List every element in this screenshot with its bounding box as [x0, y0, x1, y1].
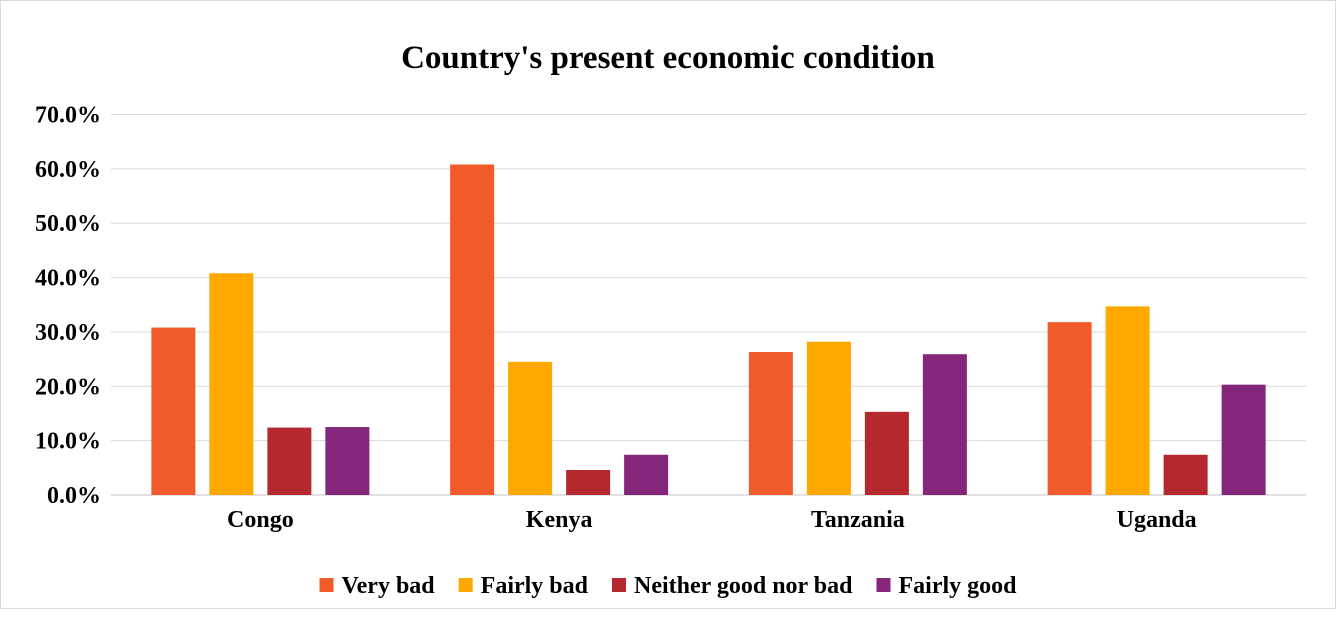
x-axis: Congo Kenya Tanzania Uganda: [227, 507, 1197, 533]
x-tick-label: Kenya: [526, 507, 593, 533]
bar-kenya-fairly-bad: [508, 361, 553, 495]
legend-swatch: [319, 578, 334, 592]
bar-kenya-fairly-good: [624, 454, 669, 495]
legend-label: Fairly bad: [481, 573, 589, 599]
legend-label: Fairly good: [898, 573, 1017, 599]
bar-tanzania-very-bad: [748, 352, 793, 495]
bar-tanzania-neither-good-nor-bad: [864, 411, 909, 495]
legend-item-neither-good-nor-bad: Neither good nor bad: [612, 573, 853, 599]
y-axis: 0.0% 10.0% 20.0% 30.0% 40.0% 50.0% 60.0% 70.0%: [35, 103, 101, 510]
y-tick-label: 30.0%: [35, 320, 101, 346]
legend: Very bad Fairly bad Neither good nor bad Fa…: [319, 573, 1017, 599]
bars: [151, 164, 1266, 495]
y-tick-label: 0.0%: [47, 483, 101, 509]
y-tick-label: 40.0%: [35, 266, 101, 292]
y-tick-label: 70.0%: [35, 103, 101, 129]
chart-title: Country's present economic condition: [401, 40, 935, 76]
y-tick-label: 10.0%: [35, 429, 101, 455]
y-tick-label: 60.0%: [35, 157, 101, 183]
bar-congo-fairly-good: [325, 427, 370, 495]
legend-label: Neither good nor bad: [634, 573, 853, 599]
bar-kenya-neither-good-nor-bad: [566, 469, 611, 495]
bar-uganda-fairly-bad: [1105, 306, 1150, 495]
legend-item-fairly-bad: Fairly bad: [458, 573, 589, 599]
x-tick-label: Congo: [227, 507, 294, 533]
bar-congo-fairly-bad: [209, 273, 254, 495]
bar-congo-very-bad: [151, 327, 196, 495]
y-tick-label: 50.0%: [35, 211, 101, 237]
bar-tanzania-fairly-good: [922, 354, 967, 495]
bar-uganda-neither-good-nor-bad: [1163, 454, 1208, 495]
bar-uganda-very-bad: [1047, 322, 1092, 495]
legend-swatch: [612, 578, 626, 592]
bar-uganda-fairly-good: [1221, 384, 1266, 495]
x-tick-label: Uganda: [1117, 507, 1197, 533]
legend-item-fairly-good: Fairly good: [876, 573, 1017, 599]
y-tick-label: 20.0%: [35, 374, 101, 400]
legend-item-very-bad: Very bad: [319, 573, 436, 599]
x-tick-label: Tanzania: [811, 507, 905, 533]
bar-tanzania-fairly-bad: [806, 341, 851, 495]
legend-swatch: [876, 578, 891, 592]
legend-label: Very bad: [342, 573, 436, 599]
bar-kenya-very-bad: [450, 164, 495, 495]
bar-congo-neither-good-nor-bad: [267, 427, 312, 495]
legend-swatch: [458, 578, 473, 592]
